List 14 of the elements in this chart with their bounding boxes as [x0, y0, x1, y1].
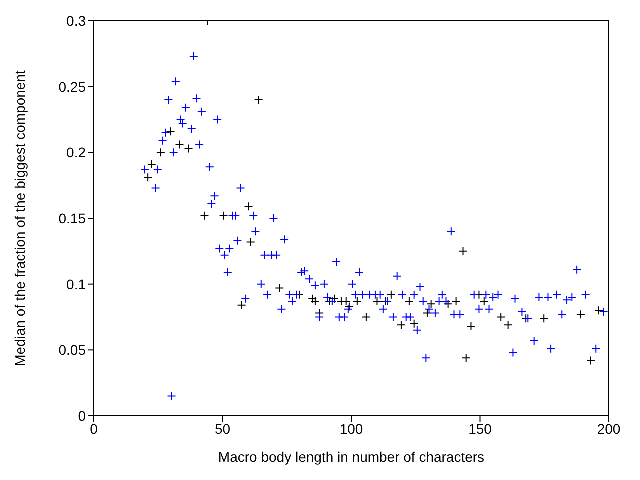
y-tick-label: 0.2	[66, 144, 86, 161]
y-axis-title: Median of the fraction of the biggest component	[12, 70, 28, 366]
x-axis-title: Macro body length in number of characters	[218, 449, 485, 465]
x-tick-label: 150	[468, 420, 492, 437]
x-tick-label: 100	[340, 420, 364, 437]
x-tick-label: 50	[214, 420, 231, 437]
x-tick-label: 0	[90, 420, 98, 437]
x-tick-label: 200	[597, 420, 621, 437]
y-tick-label: 0.15	[58, 210, 86, 226]
y-tick-label: 0	[78, 408, 86, 424]
y-tick-label: 0.1	[66, 276, 86, 292]
y-tick-label: 0.3	[66, 12, 86, 29]
y-tick-label: 0.05	[58, 342, 86, 358]
y-tick-label: 0.25	[58, 78, 86, 95]
